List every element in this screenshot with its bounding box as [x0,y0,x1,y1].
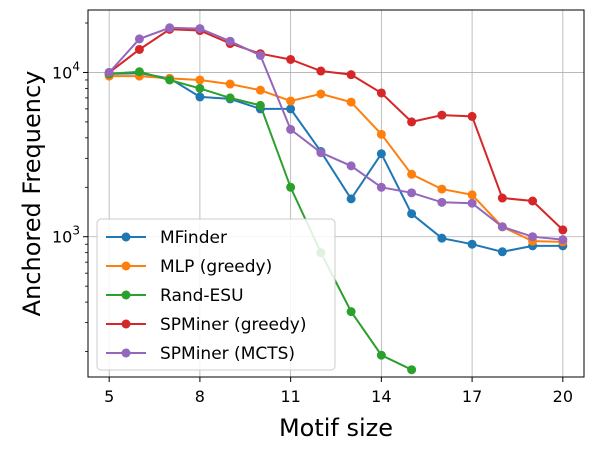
y-tick-label: 104 [52,59,80,82]
data-point [346,161,356,171]
data-point [195,83,205,93]
data-point [467,198,477,208]
legend-swatch-marker [121,319,131,329]
series [104,23,568,245]
series-line [109,72,563,253]
legend: MFinder MLP (greedy) Rand-ESU SPMiner (gree… [96,218,336,371]
data-point [134,34,144,44]
legend-label: SPMiner (greedy) [160,315,307,335]
legend-swatch-marker [121,290,131,300]
legend-label: MFinder [160,228,227,248]
data-point [346,97,356,107]
x-tick-label: 5 [104,387,114,406]
legend-item: MLP (greedy) [106,257,272,277]
y-tick-exponent: 3 [72,224,80,238]
legend-swatch-marker [121,261,131,271]
x-tick-label: 11 [280,387,300,406]
legend-swatch-marker [121,348,131,358]
data-point [558,235,568,245]
data-point [407,365,417,375]
data-point [255,100,265,110]
data-point [437,233,447,243]
data-point [165,75,175,85]
data-point [528,196,538,206]
data-point [407,209,417,219]
data-point [346,194,356,204]
legend-item: SPMiner (greedy) [106,315,307,335]
x-axis-label: Motif size [279,414,393,442]
data-point [437,184,447,194]
series-layer [104,23,568,375]
data-point [346,70,356,80]
data-point [376,88,386,98]
plot-frame [87,9,585,378]
data-point [316,66,326,76]
data-point [346,307,356,317]
legend-item: Rand-ESU [106,286,244,306]
data-point [286,96,296,106]
legend-swatch-marker [121,232,131,242]
x-tick-label: 8 [195,387,205,406]
y-tick-base: 10 [52,228,72,247]
data-point [407,188,417,198]
data-point [195,92,205,102]
legend-item: SPMiner (MCTS) [106,344,295,364]
data-point [134,67,144,77]
data-point [316,148,326,158]
data-point [497,193,507,203]
data-point [437,197,447,207]
data-point [165,23,175,33]
data-point [286,54,296,64]
legend-item: MFinder [106,228,227,248]
y-tick-base: 10 [52,63,72,82]
data-point [286,182,296,192]
data-point [376,182,386,192]
data-point [376,149,386,159]
data-point [195,75,205,85]
legend-box [96,218,336,371]
data-point [134,44,144,54]
data-point [497,222,507,232]
data-point [195,24,205,34]
x-tick-label: 14 [371,387,391,406]
data-point [286,104,296,114]
x-tick-label: 17 [462,387,482,406]
data-point [376,129,386,139]
data-point [255,85,265,95]
data-point [104,67,114,77]
y-tick-label: 103 [52,224,80,247]
data-point [286,124,296,134]
data-point [316,89,326,99]
y-tick-exponent: 4 [72,59,80,73]
legend-label: SPMiner (MCTS) [160,344,295,364]
data-point [497,247,507,257]
data-point [225,93,235,103]
data-point [407,117,417,127]
series-line [108,26,563,241]
data-point [437,110,447,120]
data-point [407,169,417,179]
data-point [225,36,235,46]
series [104,71,568,247]
legend-label: Rand-ESU [160,286,244,306]
data-point [467,111,477,121]
data-point [558,225,568,235]
data-point [467,239,477,249]
x-tick-label: 20 [553,387,573,406]
data-point [255,50,265,60]
series-line [109,75,563,243]
data-point [376,350,386,360]
data-point [225,79,235,89]
series-line [108,28,564,231]
data-point [467,190,477,200]
data-point [528,232,538,242]
y-axis-label: Anchored Frequency [18,71,46,317]
legend-label: MLP (greedy) [160,257,272,277]
